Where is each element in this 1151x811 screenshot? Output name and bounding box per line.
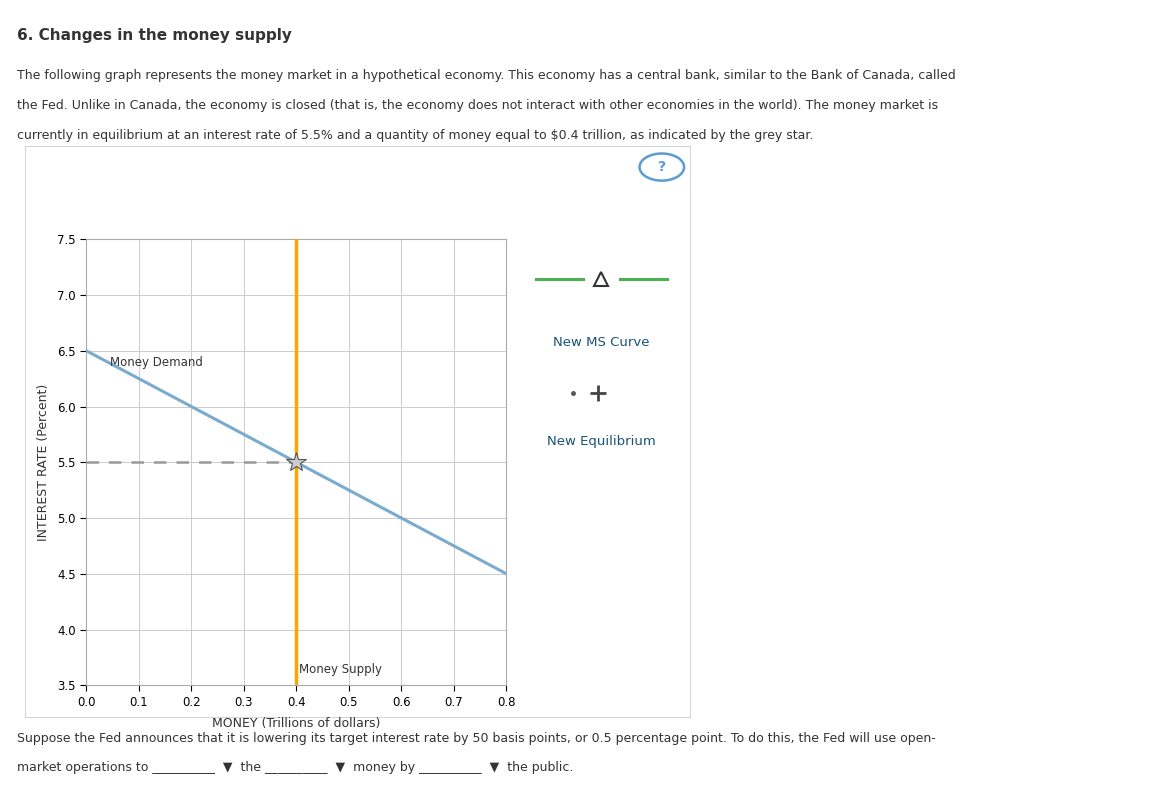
Text: 6. Changes in the money supply: 6. Changes in the money supply [17, 28, 292, 43]
Text: currently in equilibrium at an interest rate of 5.5% and a quantity of money equ: currently in equilibrium at an interest … [17, 129, 814, 142]
Text: market operations to __________  ▼  the __________  ▼  money by __________  ▼  t: market operations to __________ ▼ the __… [17, 761, 573, 774]
Text: the Fed. Unlike in Canada, the economy is closed (that is, the economy does not : the Fed. Unlike in Canada, the economy i… [17, 99, 938, 112]
Text: Suppose the Fed announces that it is lowering its target interest rate by 50 bas: Suppose the Fed announces that it is low… [17, 732, 936, 744]
Text: ?: ? [657, 160, 666, 174]
Text: The following graph represents the money market in a hypothetical economy. This : The following graph represents the money… [17, 69, 956, 82]
Text: New MS Curve: New MS Curve [554, 336, 649, 349]
Text: New Equilibrium: New Equilibrium [547, 435, 656, 448]
X-axis label: MONEY (Trillions of dollars): MONEY (Trillions of dollars) [212, 717, 381, 730]
Y-axis label: INTEREST RATE (Percent): INTEREST RATE (Percent) [37, 384, 51, 541]
Text: Money Supply: Money Supply [299, 663, 382, 676]
Text: Money Demand: Money Demand [110, 356, 203, 369]
